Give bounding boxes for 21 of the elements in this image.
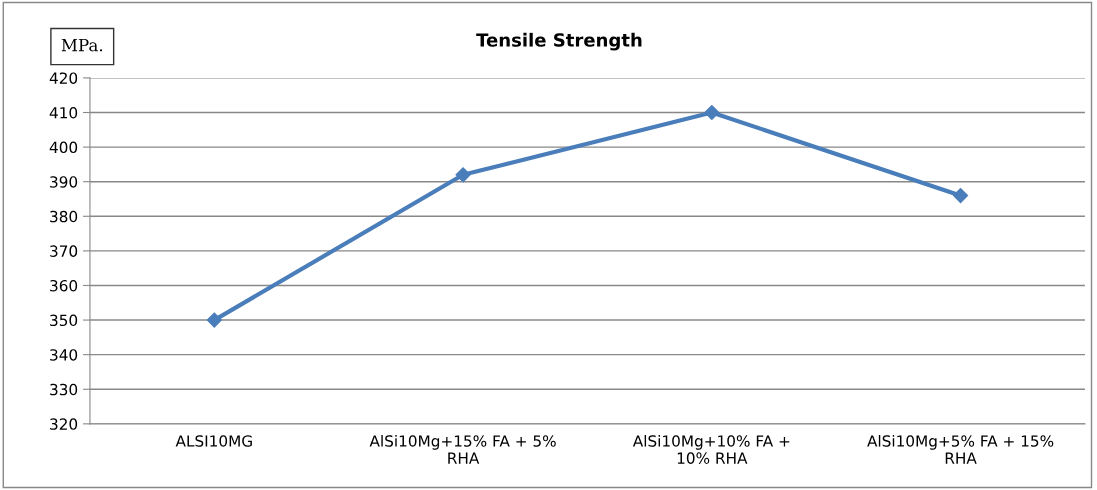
y-tick-label: 360 — [50, 279, 78, 292]
y-tick-label: 330 — [50, 383, 78, 396]
y-tick-label: 340 — [50, 349, 78, 361]
point — [952, 187, 969, 204]
point — [704, 104, 720, 121]
x-tick-label: AlSi10Mg+5% FA + 15% RHA — [867, 434, 1054, 464]
chart-title: Tensile Strength — [476, 32, 642, 51]
point — [206, 312, 222, 328]
x-tick-label: AlSi10Mg+15% FA + 5% RHA — [369, 434, 556, 464]
y-axis-title: MPa. — [61, 39, 103, 52]
y-tick-label: 380 — [50, 210, 78, 223]
y-tick-label: 320 — [50, 418, 78, 430]
y-tick-label: 370 — [50, 245, 78, 257]
y-tick-label: 390 — [50, 176, 78, 188]
x-tick-label: AlSi10Mg+10% FA + 10% RHA — [632, 434, 790, 464]
point — [455, 167, 471, 183]
y-tick-label: 420 — [49, 72, 78, 84]
y-tick-label: 350 — [50, 314, 78, 327]
y-tick-label: 400 — [49, 141, 78, 154]
y-tick-label: 410 — [49, 106, 78, 119]
x-tick-label: ALSI10MG — [175, 435, 252, 447]
